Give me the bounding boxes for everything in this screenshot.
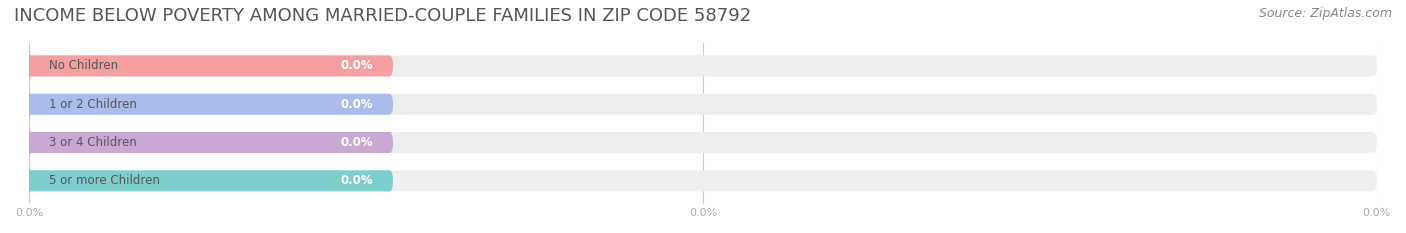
Text: INCOME BELOW POVERTY AMONG MARRIED-COUPLE FAMILIES IN ZIP CODE 58792: INCOME BELOW POVERTY AMONG MARRIED-COUPL…	[14, 7, 751, 25]
Text: 3 or 4 Children: 3 or 4 Children	[49, 136, 138, 149]
FancyBboxPatch shape	[30, 94, 1376, 115]
FancyBboxPatch shape	[30, 132, 1376, 153]
Text: 5 or more Children: 5 or more Children	[49, 174, 160, 187]
Circle shape	[25, 131, 32, 154]
Text: No Children: No Children	[49, 59, 118, 72]
FancyBboxPatch shape	[30, 55, 1376, 76]
FancyBboxPatch shape	[30, 170, 1376, 191]
FancyBboxPatch shape	[30, 94, 394, 115]
FancyBboxPatch shape	[30, 55, 394, 76]
Circle shape	[25, 93, 32, 115]
Text: 0.0%: 0.0%	[340, 174, 373, 187]
Text: 0.0%: 0.0%	[340, 59, 373, 72]
Text: 1 or 2 Children: 1 or 2 Children	[49, 98, 138, 111]
Text: 0.0%: 0.0%	[340, 98, 373, 111]
Circle shape	[25, 170, 32, 192]
FancyBboxPatch shape	[30, 132, 394, 153]
Circle shape	[25, 55, 32, 77]
FancyBboxPatch shape	[30, 170, 394, 191]
Text: Source: ZipAtlas.com: Source: ZipAtlas.com	[1258, 7, 1392, 20]
Text: 0.0%: 0.0%	[340, 136, 373, 149]
